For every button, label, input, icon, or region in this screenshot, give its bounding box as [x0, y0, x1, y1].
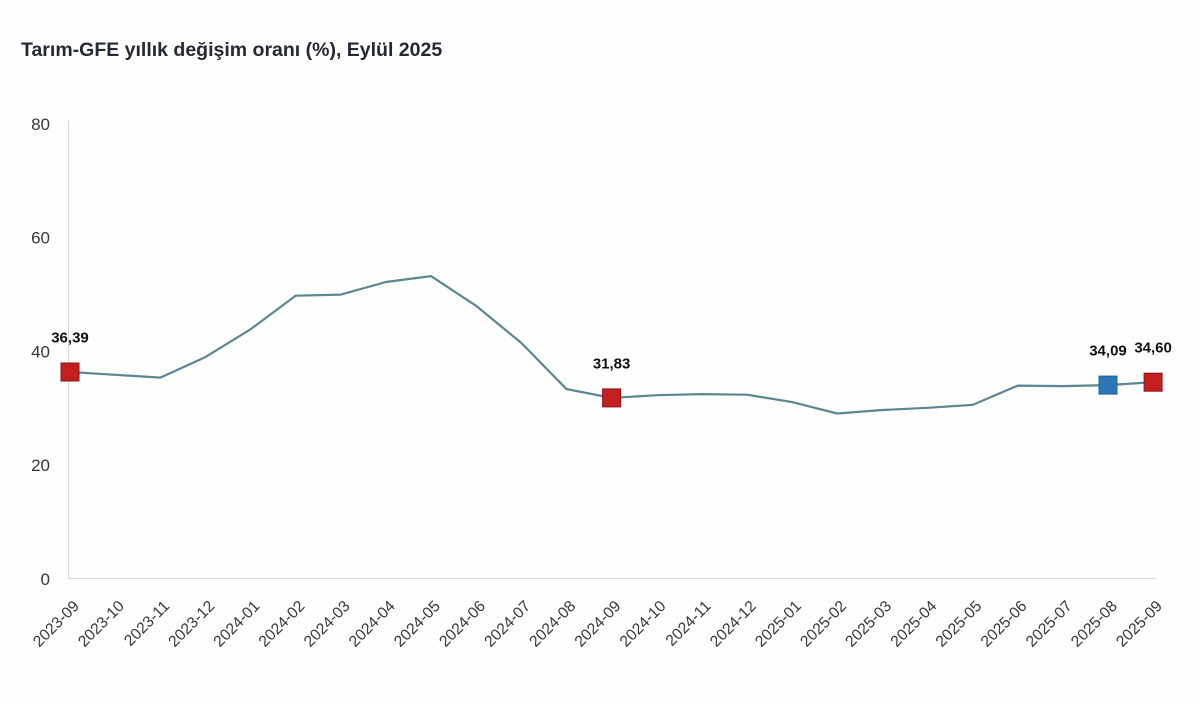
svg-text:20: 20 — [31, 456, 50, 475]
svg-text:31,83: 31,83 — [593, 355, 631, 372]
svg-text:Tarım-GFE yıllık değişim oranı: Tarım-GFE yıllık değişim oranı (%), Eylü… — [21, 39, 442, 61]
svg-text:34,09: 34,09 — [1089, 343, 1127, 360]
svg-text:40: 40 — [31, 342, 50, 361]
svg-text:60: 60 — [31, 229, 50, 248]
svg-text:0: 0 — [41, 570, 50, 589]
svg-text:36,39: 36,39 — [51, 330, 89, 347]
svg-text:34,60: 34,60 — [1134, 340, 1172, 357]
svg-text:80: 80 — [31, 115, 50, 134]
